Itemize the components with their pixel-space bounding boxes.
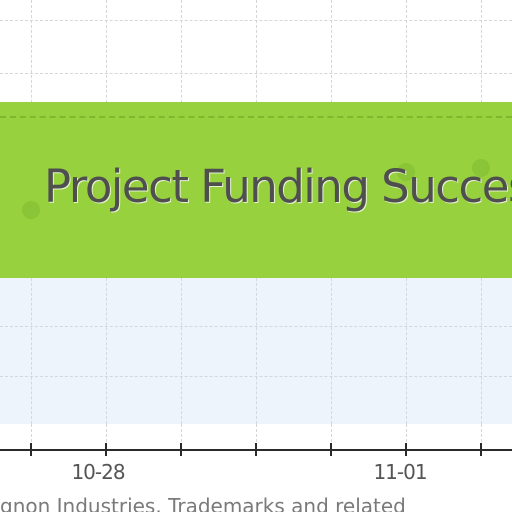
grid-line-horizontal — [0, 73, 512, 74]
x-axis-tick — [30, 443, 32, 456]
grid-line-vertical — [106, 278, 107, 424]
x-axis-tick — [330, 443, 332, 456]
grid-line-horizontal — [0, 20, 512, 21]
x-axis-tick — [255, 443, 257, 456]
x-axis-tick — [480, 443, 482, 456]
x-axis-tick — [105, 443, 107, 456]
footer-copyright-text: gnon Industries. Trademarks and related — [0, 494, 406, 512]
data-point-marker — [472, 159, 490, 177]
plot-band — [0, 278, 512, 424]
grid-line-vertical — [181, 278, 182, 424]
grid-line-vertical — [256, 278, 257, 424]
x-axis-tick — [180, 443, 182, 456]
x-axis-tick-label: 11-01 — [373, 460, 427, 484]
grid-line-vertical — [331, 278, 332, 424]
grid-line-vertical — [406, 278, 407, 424]
grid-line-horizontal — [0, 376, 512, 377]
data-point-marker — [397, 163, 415, 181]
grid-line-vertical — [481, 278, 482, 424]
title-banner: Project Funding Succes — [0, 102, 512, 278]
grid-line-vertical — [31, 278, 32, 424]
data-point-marker — [22, 201, 40, 219]
banner-title: Project Funding Succes — [44, 160, 512, 213]
x-axis-tick — [405, 443, 407, 456]
x-axis-tick-label: 10-28 — [71, 460, 125, 484]
banner-dashed-line — [0, 116, 512, 118]
grid-line-horizontal — [0, 326, 512, 327]
